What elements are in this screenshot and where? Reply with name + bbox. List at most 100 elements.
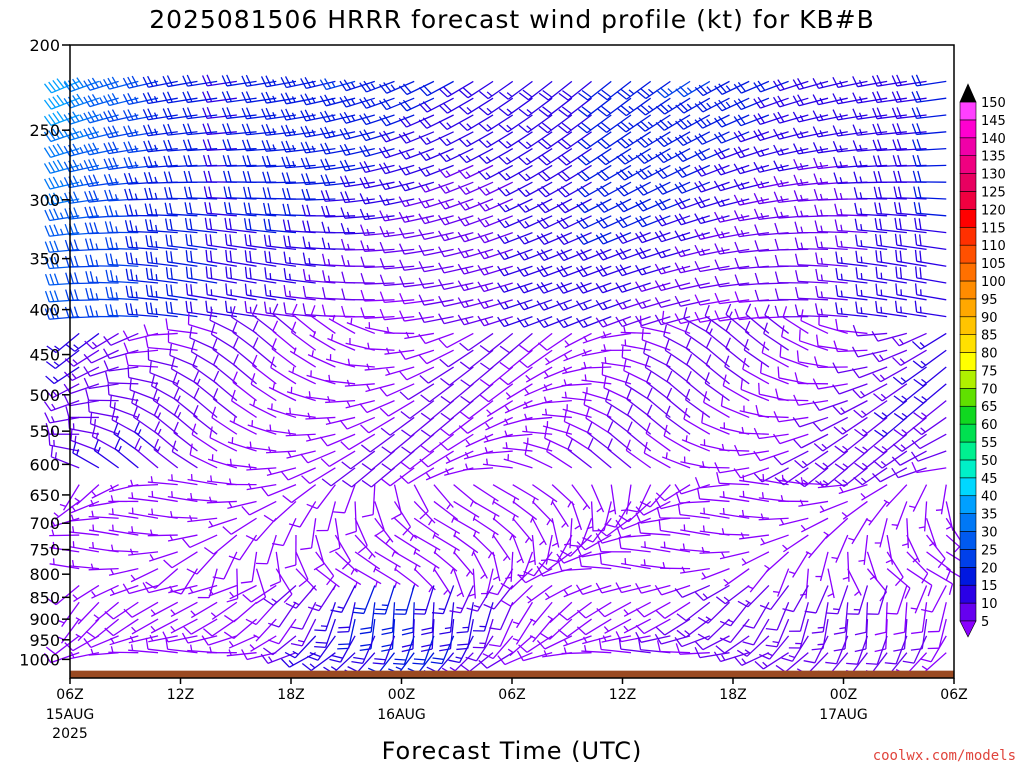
barb-feather	[284, 651, 296, 659]
barb-half-feather	[110, 568, 115, 575]
barb-staff	[272, 635, 297, 656]
barb-feather	[166, 91, 173, 103]
barb-feather	[246, 155, 252, 167]
barb-half-feather	[485, 458, 489, 465]
barb-staff	[335, 568, 362, 586]
barb-staff	[305, 263, 336, 267]
barb-staff	[226, 80, 257, 87]
wind-barb	[800, 517, 829, 533]
barb-half-feather	[228, 478, 232, 485]
barb-feather	[753, 473, 763, 483]
barb-feather	[148, 171, 153, 184]
barb-staff	[108, 366, 139, 372]
barb-feather	[398, 370, 408, 381]
barb-staff	[91, 484, 119, 499]
barb-feather	[419, 458, 429, 468]
barb-half-feather	[465, 203, 470, 209]
barb-feather	[379, 407, 389, 417]
barb-feather	[164, 202, 169, 215]
barb-feather	[480, 362, 491, 371]
barb-half-feather	[485, 422, 491, 429]
barb-half-feather	[819, 162, 823, 169]
barb-staff	[679, 500, 710, 504]
barb-feather	[459, 664, 470, 672]
barb-feather	[814, 220, 819, 232]
barb-staff	[77, 601, 100, 625]
barb-feather	[64, 255, 70, 268]
barb-staff	[69, 546, 100, 553]
barb-feather	[232, 353, 239, 365]
barb-staff	[447, 433, 474, 451]
barb-half-feather	[667, 137, 673, 143]
barb-staff	[819, 500, 848, 514]
barb-staff	[565, 164, 592, 182]
barb-feather	[621, 346, 624, 358]
barb-feather	[381, 631, 393, 636]
barb-staff	[763, 332, 789, 351]
barb-feather	[719, 620, 731, 627]
wind-barb	[128, 507, 159, 519]
wind-barb	[440, 366, 474, 386]
barb-half-feather	[544, 357, 551, 364]
barb-feather	[169, 202, 173, 215]
wind-barb	[320, 450, 356, 468]
barb-half-feather	[506, 92, 513, 98]
barb-feather	[185, 266, 189, 279]
barb-half-feather	[368, 553, 373, 560]
barb-staff	[247, 424, 277, 435]
wind-barb	[125, 268, 159, 284]
barb-half-feather	[149, 634, 154, 642]
wind-barb	[636, 80, 671, 100]
wind-barb	[260, 484, 297, 497]
wind-barb	[477, 215, 513, 228]
barb-feather	[56, 143, 64, 154]
barb-feather	[379, 210, 386, 222]
wind-barb	[124, 220, 159, 234]
wind-barb	[680, 524, 710, 536]
barb-feather	[345, 530, 357, 536]
barb-staff	[784, 652, 809, 673]
barb-feather	[685, 337, 692, 349]
barb-half-feather	[788, 654, 796, 659]
wind-barb	[399, 276, 434, 288]
barb-feather	[125, 354, 129, 366]
barb-feather	[53, 307, 59, 319]
barb-feather	[44, 241, 50, 253]
barb-half-feather	[72, 594, 78, 600]
wind-barb	[478, 80, 514, 100]
barb-feather	[418, 277, 425, 289]
wind-barb	[300, 109, 336, 122]
barb-feather	[418, 354, 428, 365]
wind-barb	[772, 568, 790, 597]
barb-half-feather	[190, 644, 193, 651]
barb-half-feather	[59, 196, 64, 203]
barb-half-feather	[330, 666, 337, 671]
barb-staff	[285, 278, 316, 284]
barb-feather	[321, 205, 326, 218]
barb-half-feather	[311, 350, 314, 357]
barb-feather	[285, 124, 292, 136]
barb-half-feather	[130, 644, 134, 651]
barb-feather	[458, 425, 469, 434]
barb-half-feather	[51, 529, 55, 536]
wind-barb	[372, 635, 396, 665]
wind-barb	[398, 80, 435, 96]
barb-feather	[226, 74, 232, 86]
wind-barb	[83, 110, 119, 124]
barb-feather	[192, 404, 199, 416]
barb-feather	[112, 141, 119, 153]
barb-staff	[226, 244, 257, 251]
wind-barb	[69, 526, 99, 536]
barb-feather	[87, 78, 95, 90]
barb-feather	[418, 244, 425, 256]
wind-barb	[551, 501, 569, 528]
barb-feather	[173, 387, 180, 399]
barb-feather	[149, 302, 154, 314]
barb-half-feather	[52, 541, 55, 549]
barb-half-feather	[608, 509, 616, 513]
barb-staff	[229, 584, 257, 600]
barb-feather	[320, 174, 326, 186]
wind-barb	[440, 383, 474, 404]
barb-feather	[104, 221, 109, 233]
barb-feather	[241, 649, 248, 660]
